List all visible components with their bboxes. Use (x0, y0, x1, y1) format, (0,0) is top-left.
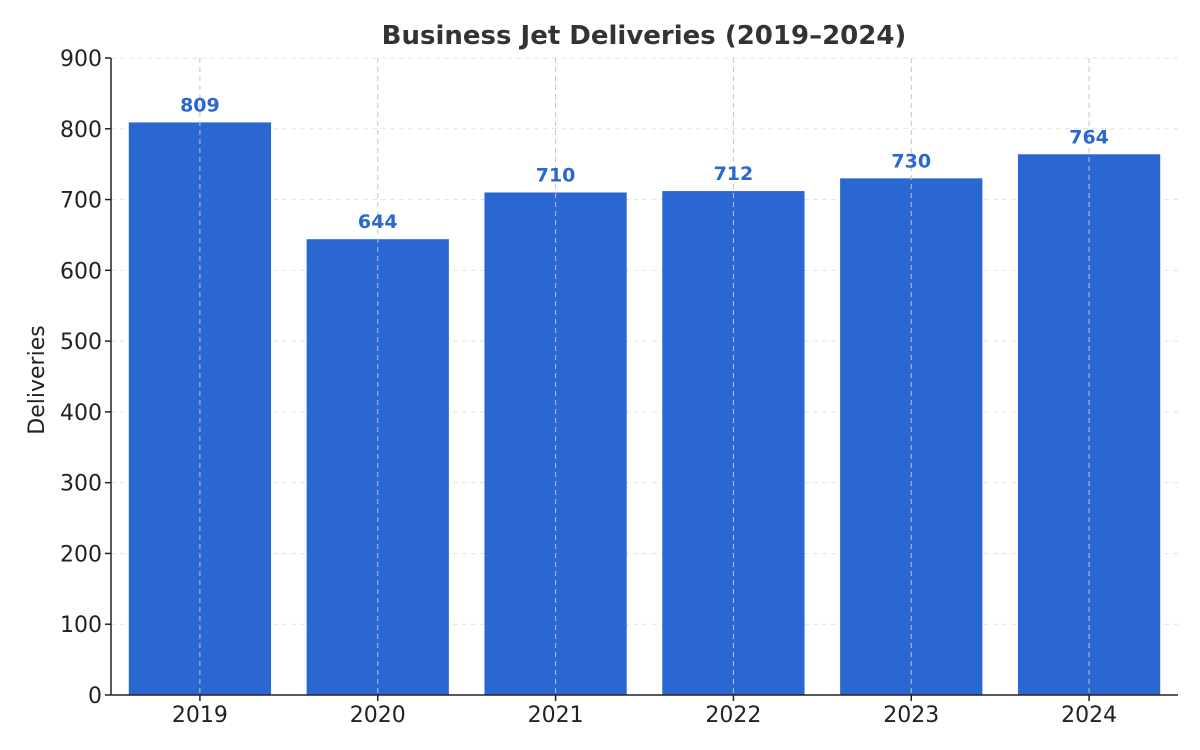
y-axis-ticks: 0 100 200 300 400 500 600 700 800 900 (60, 47, 111, 709)
horizontal-gridlines (111, 57, 1178, 625)
x-tick-label: 2023 (883, 703, 939, 728)
bars (128, 122, 1161, 696)
y-tick-label: 500 (60, 330, 102, 355)
y-tick-label: 700 (60, 189, 102, 214)
y-tick-label: 900 (60, 47, 102, 72)
data-label-2019: 809 (180, 94, 220, 116)
data-label-2023: 730 (891, 150, 931, 172)
y-tick-label: 400 (60, 401, 102, 426)
y-tick-label: 200 (60, 542, 102, 567)
y-axis-label: Deliveries (25, 325, 50, 434)
y-tick-label: 100 (60, 613, 102, 638)
y-tick-label: 800 (60, 118, 102, 143)
data-labels: 809 644 710 712 730 764 (180, 94, 1109, 233)
y-tick-label: 0 (88, 684, 102, 709)
data-label-2021: 710 (536, 164, 576, 186)
data-label-2020: 644 (358, 211, 398, 233)
x-tick-label: 2019 (172, 703, 228, 728)
data-label-2024: 764 (1069, 126, 1109, 148)
vertical-gridlines (199, 58, 1090, 695)
x-tick-label: 2022 (705, 703, 761, 728)
x-tick-label: 2020 (350, 703, 406, 728)
y-tick-label: 300 (60, 472, 102, 497)
bar-2024 (1017, 154, 1161, 695)
x-tick-label: 2024 (1061, 703, 1117, 728)
chart-title: Business Jet Deliveries (2019–2024) (382, 21, 907, 51)
data-label-2022: 712 (714, 163, 754, 185)
x-axis-ticks: 2019 2020 2021 2022 2023 2024 (172, 695, 1117, 728)
y-tick-label: 600 (60, 259, 102, 284)
x-tick-label: 2021 (528, 703, 584, 728)
